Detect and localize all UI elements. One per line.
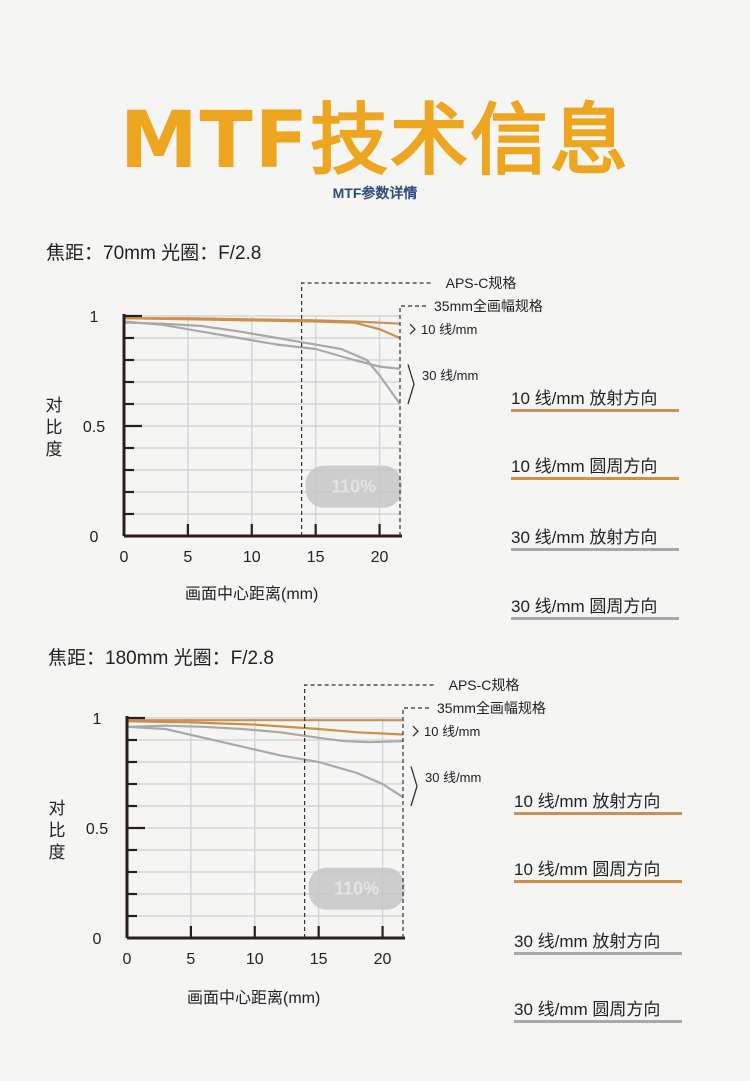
legend-10-radial: 10 线/mm 放射方向: [514, 787, 682, 815]
x-tick-label: 10: [243, 549, 261, 566]
legend-line: [511, 548, 679, 551]
legend-30-radial: 30 线/mm 放射方向: [511, 523, 679, 551]
legend-label: 10 线/mm 圆周方向: [511, 457, 658, 476]
y-axis-label-char: 对: [45, 396, 63, 415]
y-tick-label: 0.5: [86, 821, 108, 838]
x-axis-label: 画面中心距离(mm): [187, 990, 321, 1007]
group-label-30: 30 线/mm: [422, 368, 478, 383]
x-tick-label: 0: [123, 951, 132, 968]
x-tick-label: 10: [246, 951, 264, 968]
legend-label: 30 线/mm 放射方向: [514, 932, 661, 951]
legend-line: [511, 409, 679, 412]
page-title: MTF技术信息: [119, 96, 631, 186]
series-line: [126, 725, 404, 799]
bracket-30: [407, 364, 415, 405]
zoom-badge-label: 110%: [331, 477, 376, 497]
y-axis-label: 对 比 度: [44, 395, 64, 461]
legend-label: 10 线/mm 圆周方向: [514, 860, 661, 879]
series-line: [123, 321, 401, 405]
x-tick-label: 5: [183, 549, 192, 566]
legend-line: [514, 812, 682, 815]
legend-line: [514, 952, 682, 955]
y-axis-label-char: 比: [45, 418, 63, 437]
legend-10-radial: 10 线/mm 放射方向: [511, 384, 679, 412]
x-tick-label: 0: [120, 549, 129, 566]
fullframe-guide-line: [402, 707, 431, 938]
bracket-30: [410, 766, 418, 807]
zoom-badge-label: 110%: [334, 879, 379, 899]
series-line: [126, 720, 404, 736]
apsc-guide-line: [304, 684, 435, 938]
series-line: [126, 724, 404, 744]
group-label-10: 10 线/mm: [424, 724, 480, 739]
mtf-chart-70mm: 110% 0 5 10 15 20 0 0.5 1 APS-C规格 35mm全画幅规格 10 线/mm…: [83, 275, 543, 566]
zoom-badge: [305, 465, 402, 508]
y-tick-label: 0.5: [83, 419, 105, 436]
legend-label: 30 线/mm 圆周方向: [514, 1000, 661, 1019]
y-axis-label-char: 度: [48, 843, 66, 862]
legend-30-circ: 30 线/mm 圆周方向: [514, 995, 682, 1023]
x-tick-label: 20: [371, 549, 389, 566]
mtf-panel-70mm: 焦距：70mm 光圈：F/2.8 对 比 度 画面中心距离(mm) 110% 0 5…: [44, 243, 543, 603]
zoom-badge: [308, 867, 405, 910]
legend-label: 10 线/mm 放射方向: [514, 792, 661, 811]
x-tick-label: 15: [310, 951, 328, 968]
bracket-10: [412, 725, 419, 737]
legend-line: [514, 1020, 682, 1023]
legend-30-circ: 30 线/mm 圆周方向: [511, 592, 679, 620]
x-tick-label: 20: [374, 951, 392, 968]
bracket-10: [409, 323, 416, 335]
legend-line: [511, 617, 679, 620]
apsc-label: APS-C规格: [449, 677, 520, 693]
legend-line: [514, 880, 682, 883]
y-tick-label: 1: [90, 309, 99, 326]
group-label-10: 10 线/mm: [421, 322, 477, 337]
panel-header: 焦距：180mm 光圈：F/2.8: [48, 648, 274, 669]
series-line: [123, 317, 401, 340]
legend-30-radial: 30 线/mm 放射方向: [514, 927, 682, 955]
y-axis-label: 对 比 度: [47, 798, 67, 864]
x-tick-label: 15: [307, 549, 325, 566]
legend-10-circ: 10 线/mm 圆周方向: [514, 855, 682, 883]
fullframe-label: 35mm全画幅规格: [434, 298, 543, 314]
legend-label: 30 线/mm 圆周方向: [511, 597, 658, 616]
y-tick-label: 1: [93, 711, 102, 728]
y-tick-label: 0: [93, 931, 102, 948]
fullframe-guide-line: [399, 305, 428, 536]
y-axis-label-char: 对: [48, 799, 66, 818]
group-label-30: 30 线/mm: [425, 770, 481, 785]
fullframe-label: 35mm全画幅规格: [437, 700, 546, 716]
legend-line: [511, 477, 679, 480]
y-axis-label-char: 度: [45, 440, 63, 459]
legend-label: 10 线/mm 放射方向: [511, 389, 658, 408]
y-tick-label: 0: [90, 529, 99, 546]
x-axis-label: 画面中心距离(mm): [185, 586, 319, 603]
panel-header: 焦距：70mm 光圈：F/2.8: [46, 243, 262, 264]
apsc-guide-line: [301, 282, 432, 536]
page-subtitle: MTF参数详情: [332, 185, 418, 201]
x-tick-label: 5: [186, 951, 195, 968]
y-axis-label-char: 比: [48, 821, 66, 840]
apsc-label: APS-C规格: [446, 275, 517, 291]
legend-label: 30 线/mm 放射方向: [511, 528, 658, 547]
legend-10-circ: 10 线/mm 圆周方向: [511, 452, 679, 480]
